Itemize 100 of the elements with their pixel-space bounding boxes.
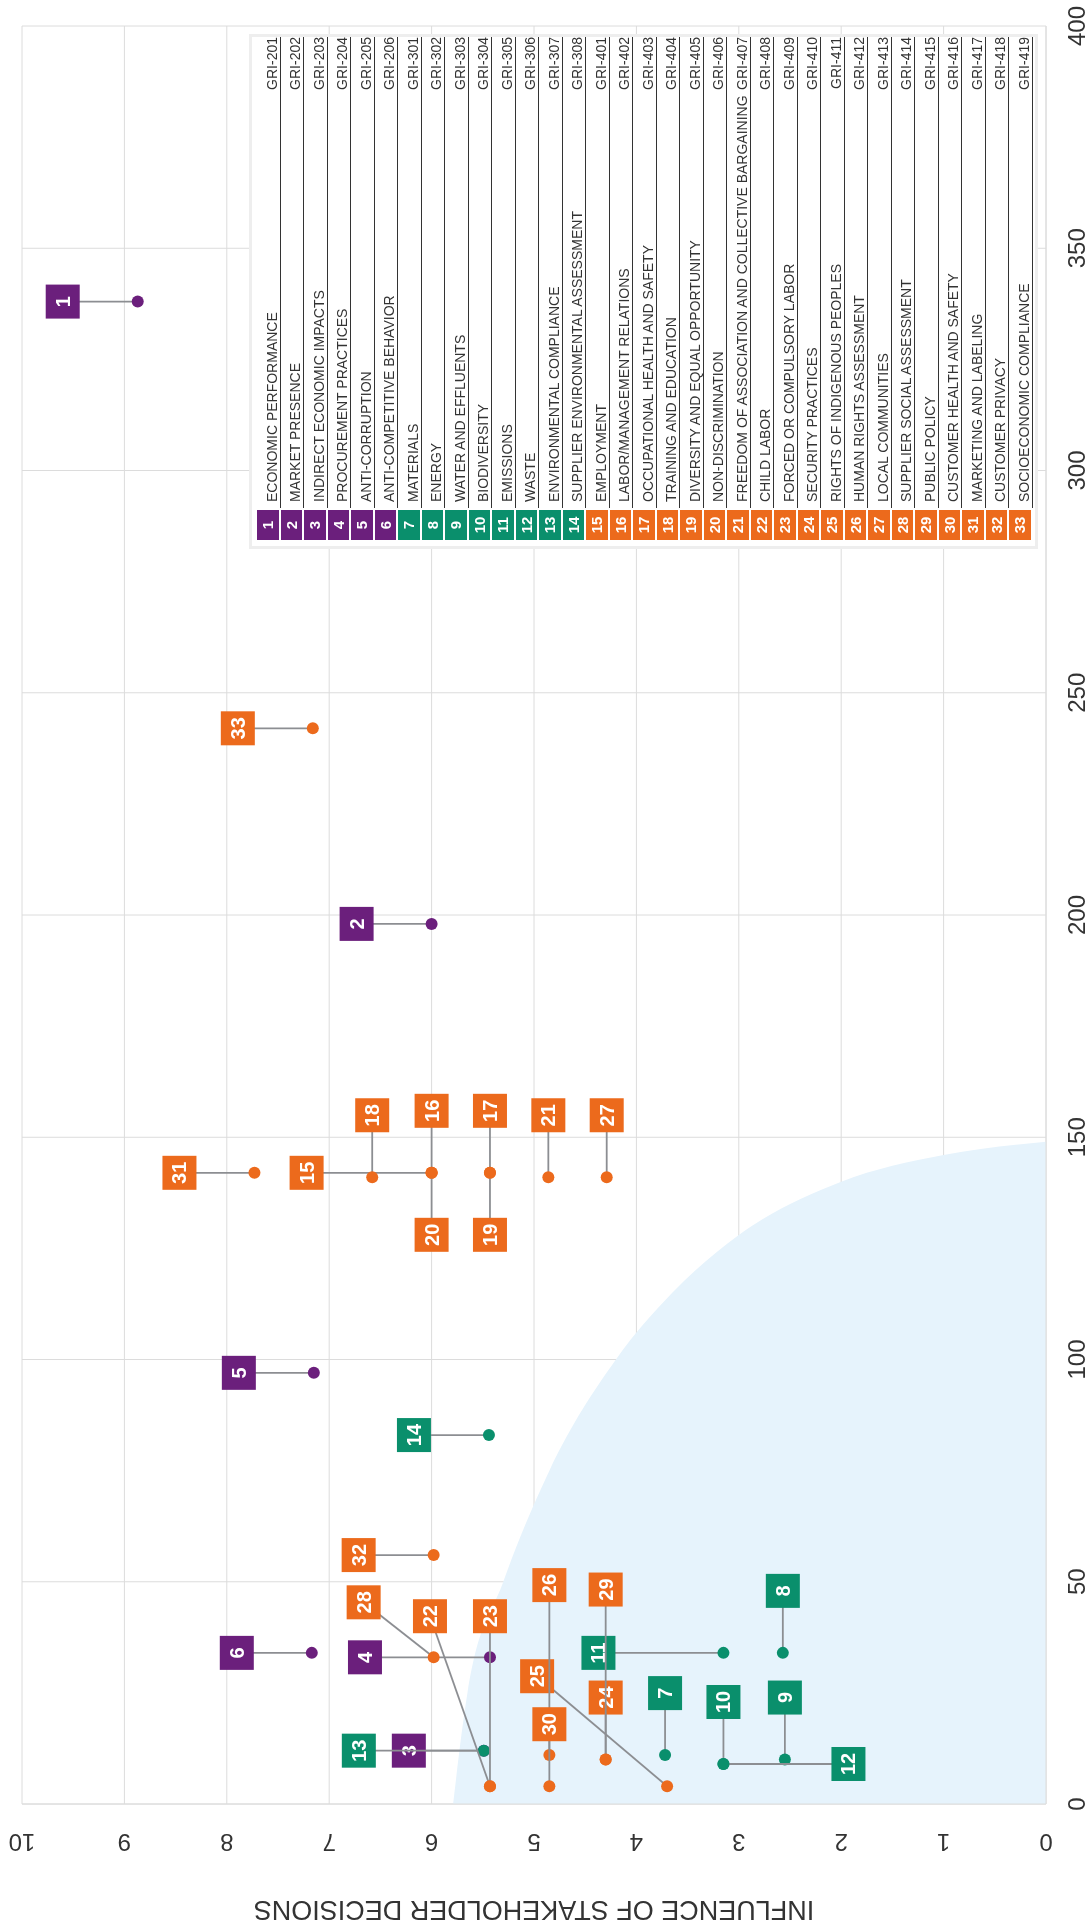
annotation: GRI-411 <box>827 37 843 89</box>
annotation: EMPLOYMENT <box>592 403 608 502</box>
annotation: GRI-408 <box>756 37 773 90</box>
annotation: 7 <box>654 1687 677 1699</box>
annotation: SUPPLIER SOCIAL ASSESSMENT <box>897 279 914 502</box>
annotation: GRI-410 <box>803 37 820 90</box>
annotation: LOCAL COMMUNITIES <box>874 353 890 502</box>
text: 27 <box>869 516 887 534</box>
annotation: 4 <box>353 1650 376 1663</box>
annotation: GRI-409 <box>780 37 796 90</box>
annotation: SUPPLIER ENVIRONMENTAL ASSESSMENT <box>568 211 585 502</box>
annotation: 16 <box>420 1099 443 1122</box>
annotation: WASTE <box>521 452 538 502</box>
text: 5 <box>352 520 370 530</box>
annotation: ENERGY <box>427 442 444 502</box>
x-tick-label: 5 <box>527 1828 541 1856</box>
annotation: GRI-413 <box>874 37 890 90</box>
x-tick-label: 9 <box>117 1828 132 1856</box>
annotation: GRI-418 <box>991 37 1008 90</box>
annotation: MARKETING AND LABELING <box>968 313 984 502</box>
annotation: GRI-419 <box>1015 37 1031 90</box>
annotation: WATER AND EFFLUENTS <box>451 334 467 502</box>
annotation: GRI-403 <box>639 37 655 90</box>
text: 2 <box>282 520 299 530</box>
annotation: RIGHTS OF INDIGENOUS PEOPLES <box>827 263 843 502</box>
annotation: ECONOMIC PERFORMANCE <box>263 312 279 502</box>
annotation: GRI-412 <box>850 37 867 90</box>
annotation: GRI-202 <box>286 37 303 90</box>
annotation: GRI-416 <box>944 37 961 90</box>
text: 32 <box>987 516 1004 534</box>
annotation: FREEDOM OF ASSOCIATION AND COLLECTIVE BARGAINING <box>733 95 749 502</box>
annotation: CUSTOMER PRIVACY <box>991 357 1008 502</box>
annotation: 10 <box>712 1690 735 1714</box>
annotation: 9 <box>773 1691 796 1704</box>
x-tick-label: 8 <box>220 1828 234 1856</box>
text: 13 <box>540 516 558 534</box>
annotation: GRI-206 <box>380 37 397 90</box>
x-tick-label: 3 <box>732 1828 746 1856</box>
annotation: 17 <box>478 1099 501 1122</box>
x-axis-title: INFLUENCE OF STAKEHOLDER DECISIONS <box>253 1895 815 1923</box>
annotation: 13 <box>347 1739 370 1762</box>
text: 3 <box>305 520 323 530</box>
annotation: 31 <box>168 1161 191 1184</box>
annotation: 5 <box>227 1367 250 1379</box>
text: 24 <box>799 516 816 534</box>
annotation: 23 <box>478 1605 501 1628</box>
annotation: OCCUPATIONAL HEALTH AND SAFETY <box>639 245 655 502</box>
text: 19 <box>681 516 699 534</box>
annotation: PUBLIC POLICY <box>921 396 937 502</box>
annotation: 8 <box>771 1585 794 1597</box>
annotation: 20 <box>420 1223 443 1246</box>
text: 33 <box>1010 516 1028 534</box>
y-tick-label: 350 <box>1062 228 1090 269</box>
text: 25 <box>822 516 840 534</box>
annotation: INDIRECT ECONOMIC IMPACTS <box>310 290 326 502</box>
annotation: 33 <box>226 717 249 740</box>
annotation: TRAINING AND EDUCATION <box>662 317 679 502</box>
annotation: 19 <box>478 1223 501 1246</box>
text: 12 <box>517 516 534 534</box>
text: 1 <box>258 520 276 530</box>
text: 18 <box>658 516 675 534</box>
y-tick-label: 400 <box>1062 5 1090 47</box>
annotation: ENVIRONMENTAL COMPLIANCE <box>545 286 561 502</box>
y-tick-label: 200 <box>1062 894 1090 936</box>
x-tick-label: 2 <box>834 1828 848 1856</box>
text: 16 <box>611 516 628 534</box>
annotation: GRI-402 <box>615 37 632 90</box>
annotation: 6 <box>225 1647 248 1659</box>
x-tick-label: 4 <box>629 1828 644 1856</box>
annotation: 25 <box>526 1665 549 1688</box>
text: 10 <box>470 516 487 534</box>
x-tick-label: 6 <box>424 1828 439 1856</box>
annotation: GRI-417 <box>968 37 984 90</box>
y-tick-label: 150 <box>1062 1117 1090 1158</box>
text: 14 <box>564 516 581 534</box>
annotation: GRI-307 <box>545 37 561 90</box>
annotation: 18 <box>361 1104 384 1127</box>
x-tick-label: 1 <box>936 1828 951 1856</box>
text: 17 <box>634 516 652 534</box>
text: 21 <box>728 516 746 534</box>
text: 28 <box>893 516 910 534</box>
annotation: 26 <box>538 1573 561 1597</box>
annotation: DIVERSITY AND EQUAL OPPORTUNITY <box>686 240 702 502</box>
annotation: MARKET PRESENCE <box>286 363 303 502</box>
annotation: 32 <box>347 1543 370 1567</box>
text: 8 <box>423 520 440 530</box>
y-tick-label: 250 <box>1062 672 1090 713</box>
annotation: GRI-204 <box>333 37 350 90</box>
annotation: 28 <box>352 1591 375 1614</box>
text: 9 <box>446 520 464 530</box>
annotation: NON-DISCRIMINATION <box>709 351 726 502</box>
annotation: GRI-201 <box>263 37 279 90</box>
y-tick-label: 100 <box>1062 1339 1090 1380</box>
text: 30 <box>940 516 957 534</box>
annotation: 27 <box>595 1104 618 1127</box>
text: 26 <box>846 516 863 534</box>
y-tick-label: 300 <box>1062 450 1090 491</box>
annotation: SOCIOECONOMIC COMPLIANCE <box>1015 283 1031 502</box>
text: 15 <box>587 516 605 534</box>
annotation: CUSTOMER HEALTH AND SAFETY <box>944 273 961 502</box>
